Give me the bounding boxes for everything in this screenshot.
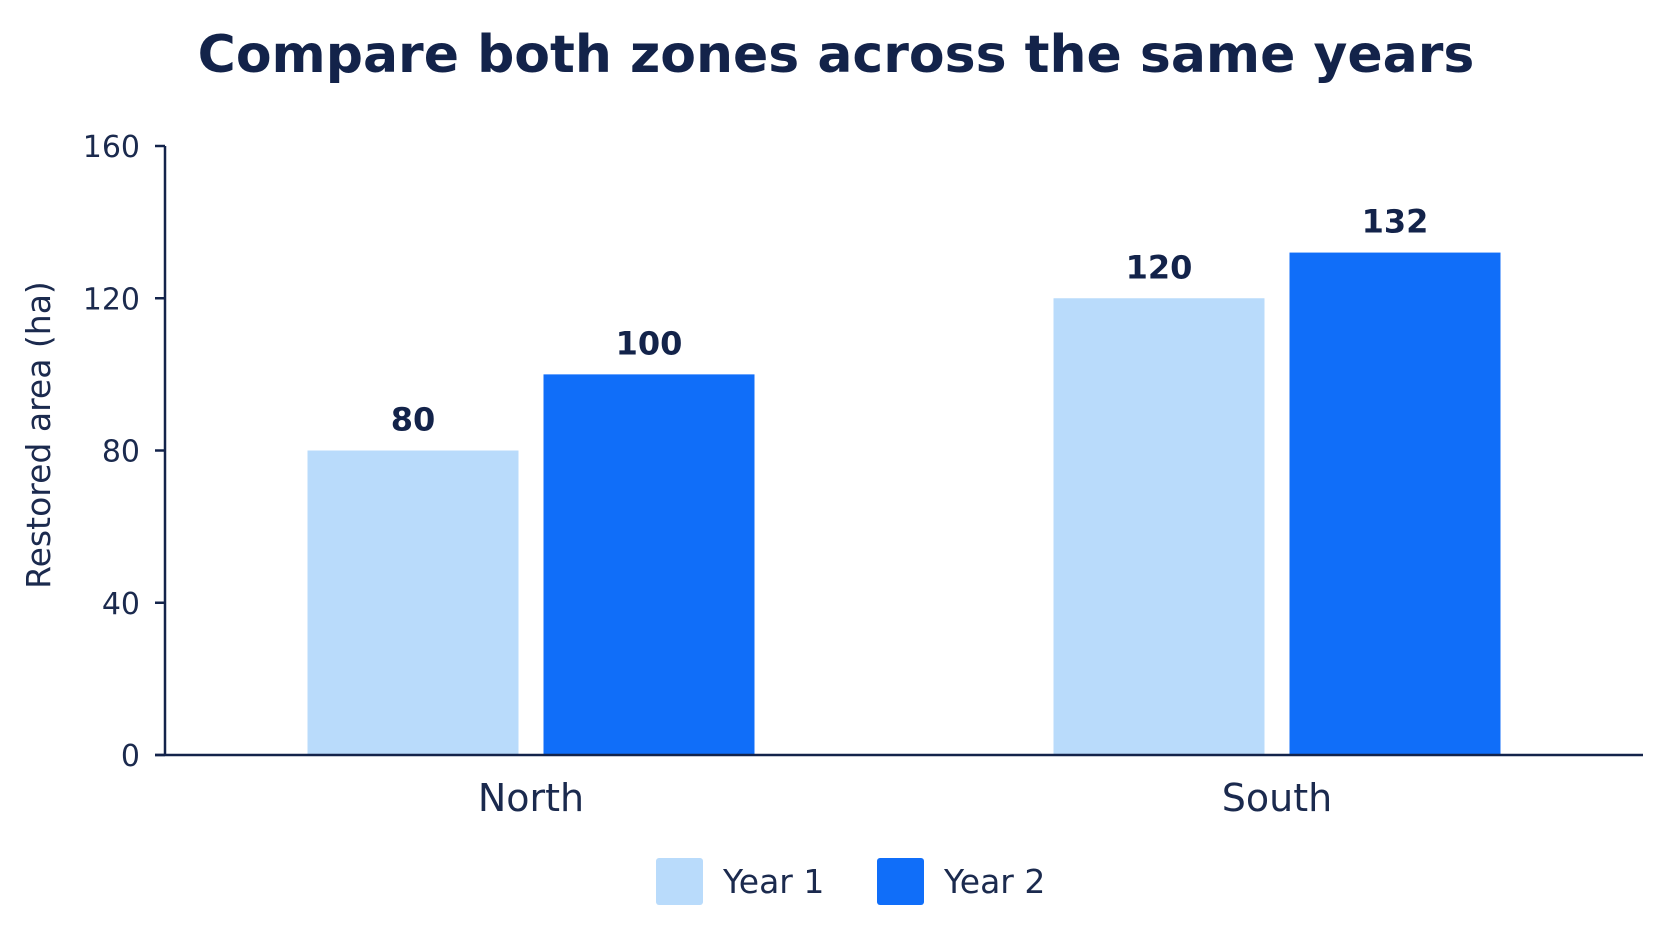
legend-swatch-year-1 <box>656 858 703 905</box>
y-tick-label: 160 <box>83 130 140 165</box>
y-tick-label: 40 <box>102 587 140 622</box>
y-tick-label: 120 <box>83 282 140 317</box>
legend-label-year-2: Year 2 <box>943 862 1045 901</box>
y-axis-title: Restored area (ha) <box>19 281 58 589</box>
y-tick-label: 0 <box>121 739 140 774</box>
legend-swatch-year-2 <box>877 858 924 905</box>
category-label-north: North <box>478 776 584 820</box>
data-label: 80 <box>391 401 436 439</box>
category-label-south: South <box>1222 776 1332 820</box>
chart-title: Compare both zones across the same years <box>198 25 1475 85</box>
bar-south-year-2 <box>1289 252 1501 755</box>
data-label: 120 <box>1126 248 1193 286</box>
y-tick-label: 80 <box>102 435 140 470</box>
bar-south-year-1 <box>1053 298 1265 755</box>
y-axis-ticks: 0 40 80 120 160 <box>83 130 165 774</box>
data-label: 100 <box>616 324 683 362</box>
bar-north-year-1 <box>307 450 519 755</box>
data-labels: 80 100 120 132 <box>391 203 1429 439</box>
data-label: 132 <box>1362 203 1429 241</box>
x-axis-category-labels: North South <box>478 776 1332 820</box>
bar-north-year-2 <box>543 374 755 755</box>
bars <box>307 252 1501 755</box>
legend-label-year-1: Year 1 <box>722 862 824 901</box>
legend: Year 1 Year 2 <box>656 858 1045 905</box>
